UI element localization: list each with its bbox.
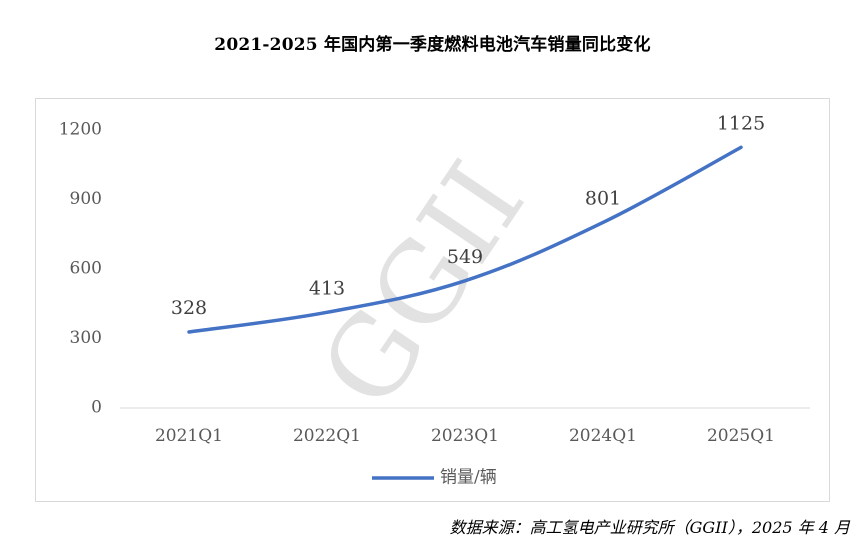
data-label: 549 <box>447 246 483 268</box>
x-tick-label: 2024Q1 <box>569 426 637 446</box>
data-label: 328 <box>171 297 207 319</box>
data-point <box>601 220 605 224</box>
legend-label: 销量/辆 <box>440 468 497 488</box>
x-tick-label: 2025Q1 <box>707 426 775 446</box>
x-tick-label: 2023Q1 <box>431 426 499 446</box>
x-tick-label: 2021Q1 <box>155 426 223 446</box>
chart-frame <box>35 98 830 502</box>
data-label: 801 <box>585 187 621 209</box>
data-point <box>739 145 743 149</box>
y-tick-label: 900 <box>70 189 102 209</box>
data-label: 413 <box>309 277 345 299</box>
data-label: 1125 <box>717 112 765 134</box>
x-tick-label: 2022Q1 <box>293 426 361 446</box>
chart-title: 2021-2025 年国内第一季度燃料电池汽车销量同比变化 <box>214 35 651 55</box>
y-tick-label: 600 <box>70 259 102 279</box>
data-point <box>325 310 329 314</box>
data-point <box>187 330 191 334</box>
y-tick-label: 1200 <box>59 120 102 140</box>
y-tick-label: 0 <box>91 398 102 418</box>
data-source-note: 数据来源：高工氢电产业研究所（GGII），2025 年 4 月 <box>449 518 850 537</box>
y-tick-label: 300 <box>70 328 102 348</box>
legend-item: 销量/辆 <box>372 468 497 488</box>
data-point <box>463 279 467 283</box>
